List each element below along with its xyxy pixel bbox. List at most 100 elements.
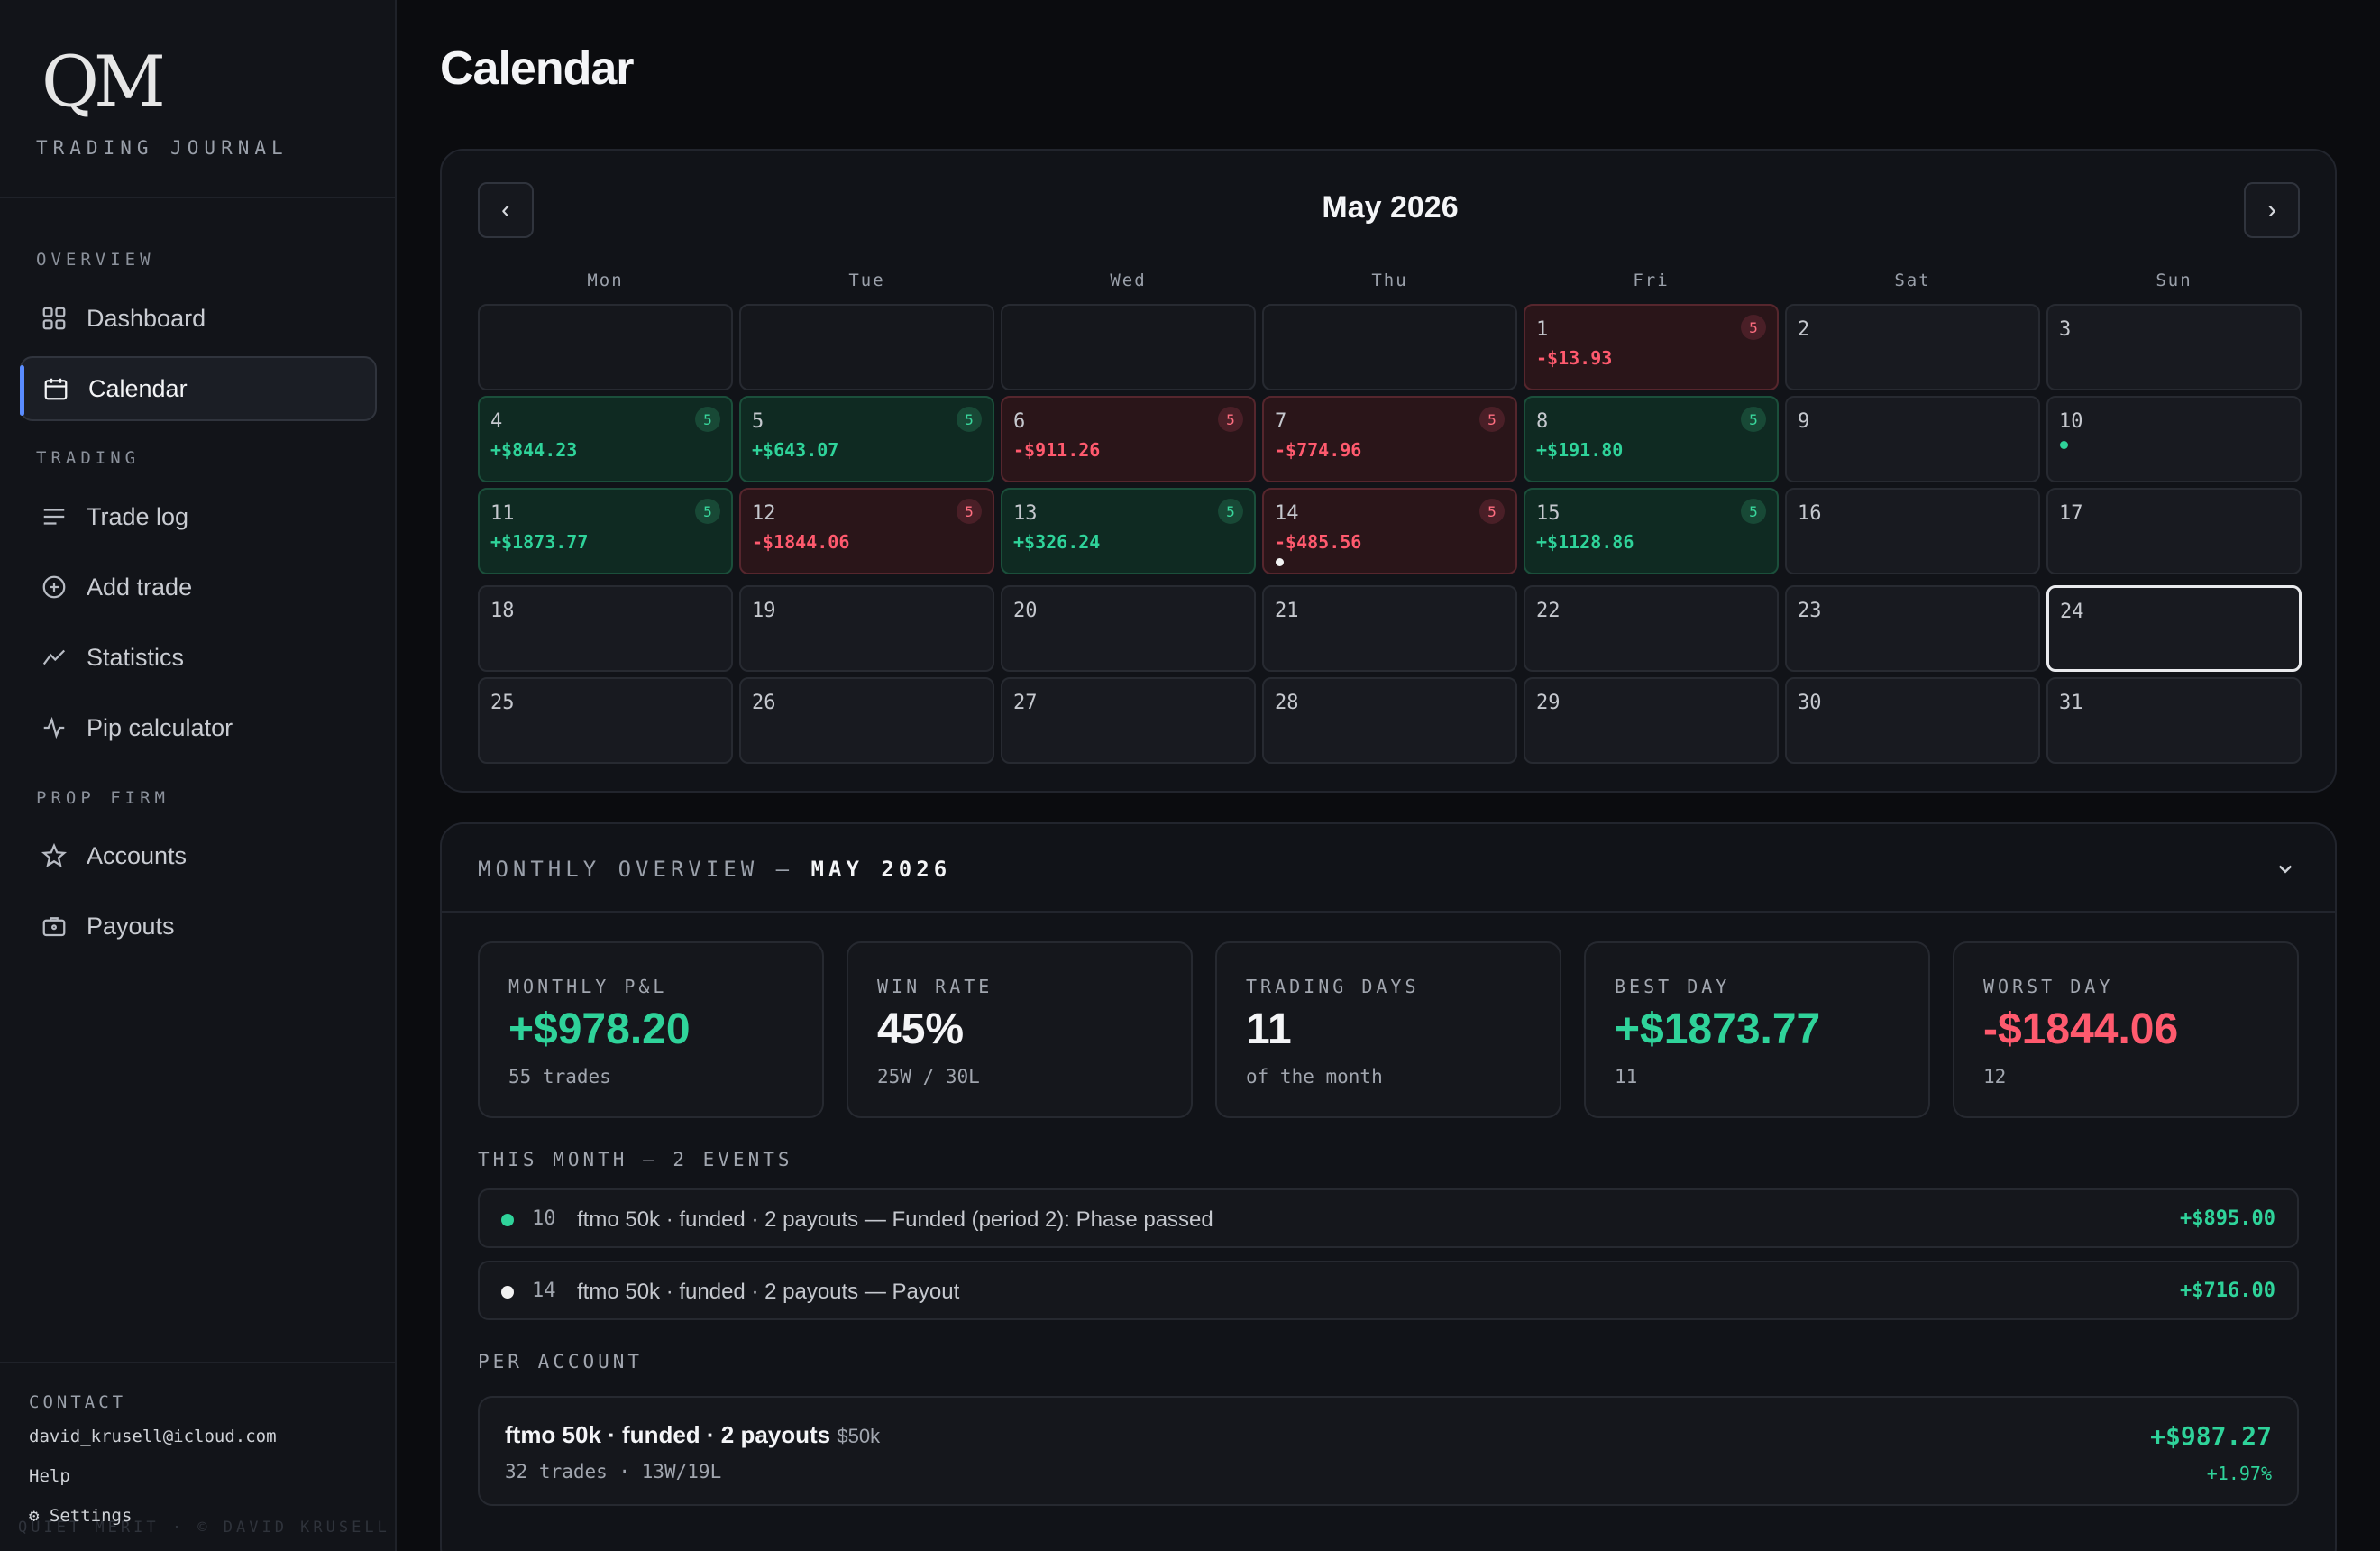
sidebar-item-dashboard[interactable]: Dashboard — [20, 286, 377, 351]
sidebar-item-statistics[interactable]: Statistics — [20, 625, 377, 690]
sidebar-footer: CONTACT david_krusell@icloud.com Help QU… — [0, 1362, 397, 1551]
sidebar-item-pip-calculator[interactable]: Pip calculator — [20, 695, 377, 760]
calendar-day[interactable]: 23 — [1785, 585, 2040, 672]
account-row[interactable]: ftmo 50k · funded · 2 payouts $50k 32 tra… — [478, 1396, 2299, 1506]
calendar-day[interactable]: 14 -$485.56 5 — [1262, 488, 1517, 574]
chevron-down-icon[interactable] — [2272, 855, 2299, 882]
sidebar-item-trade-log[interactable]: Trade log — [20, 484, 377, 549]
calendar-day[interactable]: 8 +$191.80 5 — [1524, 396, 1779, 482]
event-row[interactable]: 10 ftmo 50k · funded · 2 payouts — Funded… — [478, 1188, 2299, 1248]
day-number: 2 — [1798, 318, 1810, 341]
event-day: 10 — [532, 1207, 556, 1230]
calendar-day[interactable]: 12 -$1844.06 5 — [739, 488, 994, 574]
logo[interactable]: QM — [41, 41, 166, 123]
trade-count-badge: 5 — [1741, 315, 1766, 340]
next-month-button[interactable]: › — [2244, 182, 2300, 238]
calendar-day[interactable]: 1 -$13.93 5 — [1524, 304, 1779, 390]
calendar-day[interactable]: 15 +$1128.86 5 — [1524, 488, 1779, 574]
calendar-day[interactable]: 20 — [1001, 585, 1256, 672]
calendar-day[interactable]: 13 +$326.24 5 — [1001, 488, 1256, 574]
sidebar-item-add-trade[interactable]: Add trade — [20, 555, 377, 619]
weekday-label: Fri — [1633, 271, 1670, 290]
day-pnl: +$1873.77 — [490, 531, 589, 553]
calendar-day[interactable]: 18 — [478, 585, 733, 672]
stat-card: BEST DAY +$1873.77 11 — [1584, 941, 1930, 1118]
day-number: 17 — [2059, 502, 2083, 525]
prev-month-button[interactable]: ‹ — [478, 182, 534, 238]
trade-count-badge: 5 — [1479, 499, 1505, 524]
calendar-day[interactable]: 28 — [1262, 677, 1517, 764]
day-pnl: +$326.24 — [1013, 531, 1101, 553]
day-number: 10 — [2059, 410, 2083, 433]
trade-count-badge: 5 — [1741, 407, 1766, 432]
sidebar-item-label: Dashboard — [87, 304, 206, 332]
calendar-day[interactable]: 30 — [1785, 677, 2040, 764]
day-number: 24 — [2060, 601, 2084, 623]
trade-count-badge: 5 — [957, 499, 982, 524]
day-number: 20 — [1013, 600, 1038, 622]
day-number: 28 — [1275, 692, 1299, 714]
calendar-day[interactable]: 16 — [1785, 488, 2040, 574]
day-number: 15 — [1536, 502, 1561, 525]
day-pnl: -$911.26 — [1013, 439, 1101, 461]
overview-header[interactable]: MONTHLY OVERVIEW — MAY 2026 — [442, 824, 2335, 913]
calendar-day[interactable]: 3 — [2046, 304, 2302, 390]
calendar-day[interactable]: 22 — [1524, 585, 1779, 672]
calendar-day[interactable]: 4 +$844.23 5 — [478, 396, 733, 482]
sidebar-item-label: Statistics — [87, 643, 185, 671]
weekday-label: Tue — [848, 271, 885, 290]
weekday-label: Wed — [1110, 271, 1147, 290]
day-number: 16 — [1798, 502, 1822, 525]
sidebar-item-accounts[interactable]: Accounts — [20, 823, 377, 888]
stat-card: WORST DAY -$1844.06 12 — [1953, 941, 2299, 1118]
calendar-day[interactable]: 27 — [1001, 677, 1256, 764]
settings-link[interactable]: ⚙ Settings — [29, 1506, 133, 1526]
calendar-day[interactable]: 26 — [739, 677, 994, 764]
calendar-day[interactable]: 11 +$1873.77 5 — [478, 488, 733, 574]
plus-circle-icon — [40, 573, 69, 601]
help-link[interactable]: Help — [29, 1466, 70, 1486]
event-row[interactable]: 14 ftmo 50k · funded · 2 payouts — Payout… — [478, 1261, 2299, 1320]
calendar-day-empty — [1001, 304, 1256, 390]
pulse-icon — [40, 713, 69, 742]
stat-value: +$1873.77 — [1615, 1005, 1821, 1053]
calendar-day[interactable]: 6 -$911.26 5 — [1001, 396, 1256, 482]
day-number: 7 — [1275, 410, 1287, 433]
day-number: 29 — [1536, 692, 1561, 714]
stat-value: -$1844.06 — [1983, 1005, 2179, 1053]
calendar-day[interactable]: 21 — [1262, 585, 1517, 672]
calendar-day[interactable]: 29 — [1524, 677, 1779, 764]
event-text: ftmo 50k · funded · 2 payouts — Funded (… — [577, 1207, 1213, 1232]
overview-title-month: MAY 2026 — [810, 857, 952, 882]
overview-title: MONTHLY OVERVIEW — MAY 2026 — [478, 857, 951, 882]
calendar-day[interactable]: 24 — [2046, 585, 2302, 672]
event-text: ftmo 50k · funded · 2 payouts — Payout — [577, 1280, 960, 1304]
stat-card: MONTHLY P&L +$978.20 55 trades — [478, 941, 824, 1118]
calendar-day[interactable]: 9 — [1785, 396, 2040, 482]
day-number: 13 — [1013, 502, 1038, 525]
day-number: 11 — [490, 502, 515, 525]
trade-count-badge: 5 — [957, 407, 982, 432]
calendar-day[interactable]: 31 — [2046, 677, 2302, 764]
contact-email-link[interactable]: david_krusell@icloud.com — [29, 1427, 277, 1446]
sidebar-item-label: Payouts — [87, 912, 175, 940]
calendar-day[interactable]: 5 +$643.07 5 — [739, 396, 994, 482]
calendar-day[interactable]: 19 — [739, 585, 994, 672]
copyright: QUIET MERIT · © DAVID KRUSELL — [18, 1519, 390, 1537]
events-heading: THIS MONTH — 2 EVENTS — [478, 1149, 793, 1170]
stat-label: MONTHLY P&L — [508, 976, 668, 997]
list-icon — [40, 502, 69, 531]
day-number: 30 — [1798, 692, 1822, 714]
sidebar-item-calendar[interactable]: Calendar — [20, 356, 377, 421]
calendar-day[interactable]: 17 — [2046, 488, 2302, 574]
weekday-label: Thu — [1371, 271, 1408, 290]
calendar-day[interactable]: 25 — [478, 677, 733, 764]
weekday-label: Sun — [2156, 271, 2192, 290]
calendar-month-title: May 2026 — [1322, 190, 1459, 225]
calendar-day[interactable]: 7 -$774.96 5 — [1262, 396, 1517, 482]
event-dot — [501, 1214, 514, 1226]
sidebar-item-payouts[interactable]: Payouts — [20, 894, 377, 959]
calendar-day[interactable]: 2 — [1785, 304, 2040, 390]
calendar-day-empty — [1262, 304, 1517, 390]
calendar-day[interactable]: 10 — [2046, 396, 2302, 482]
